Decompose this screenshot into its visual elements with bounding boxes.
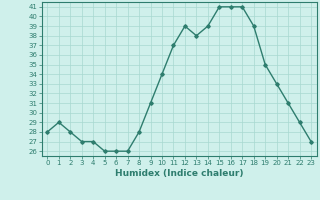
X-axis label: Humidex (Indice chaleur): Humidex (Indice chaleur) bbox=[115, 169, 244, 178]
